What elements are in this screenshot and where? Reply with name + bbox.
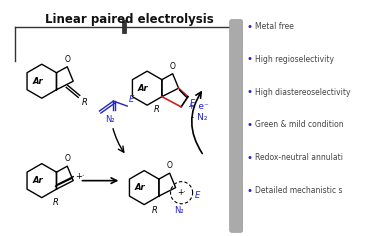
Text: E: E xyxy=(195,191,200,200)
Text: •: • xyxy=(247,54,253,64)
Text: O: O xyxy=(64,154,70,163)
Text: O: O xyxy=(167,161,173,170)
Text: O: O xyxy=(170,62,176,71)
Text: •: • xyxy=(247,153,253,163)
Text: Green & mild condition: Green & mild condition xyxy=(255,120,343,130)
Text: •: • xyxy=(247,185,253,196)
Text: High diastereoselectivity: High diastereoselectivity xyxy=(255,88,350,97)
Text: O: O xyxy=(64,55,70,64)
FancyBboxPatch shape xyxy=(230,20,243,232)
Text: •: • xyxy=(247,21,253,32)
Text: •: • xyxy=(247,120,253,130)
Text: + e⁻: + e⁻ xyxy=(188,101,209,111)
Text: High regioselectivity: High regioselectivity xyxy=(255,55,334,64)
Text: E: E xyxy=(190,99,195,108)
Text: Detailed mechanistic s: Detailed mechanistic s xyxy=(255,186,342,195)
Text: R: R xyxy=(82,98,88,107)
Text: Metal free: Metal free xyxy=(255,22,293,31)
Text: N₂: N₂ xyxy=(106,115,115,124)
Text: Ar: Ar xyxy=(138,84,149,93)
Text: Ar: Ar xyxy=(32,77,43,86)
Text: R: R xyxy=(152,206,157,215)
Text: N₂: N₂ xyxy=(174,206,183,215)
Text: •: • xyxy=(247,87,253,97)
Text: +·: +· xyxy=(177,188,186,197)
Text: R: R xyxy=(154,105,160,114)
Text: - N₂: - N₂ xyxy=(191,114,207,122)
Text: R: R xyxy=(52,198,58,207)
Text: Redox-neutral annulati: Redox-neutral annulati xyxy=(255,153,343,162)
Text: Ar: Ar xyxy=(135,183,146,192)
Text: +·: +· xyxy=(75,172,85,181)
Text: E: E xyxy=(129,95,135,104)
Text: Ar: Ar xyxy=(32,176,43,185)
Text: Linear paired electrolysis: Linear paired electrolysis xyxy=(45,13,214,26)
